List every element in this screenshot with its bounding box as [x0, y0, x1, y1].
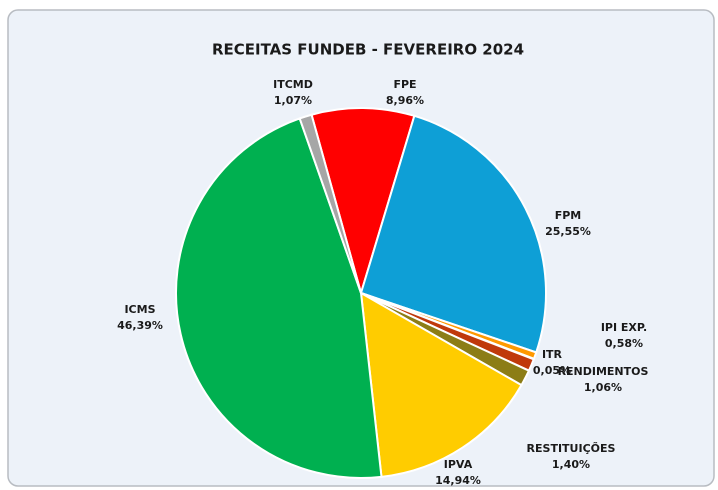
slice-label-name: FPE [393, 78, 416, 91]
slice-label-name: RESTITUIÇÕES [527, 442, 616, 455]
slice-label-value: 0,05% [533, 364, 571, 377]
slice-label-value: 1,07% [274, 94, 312, 107]
chart-title: RECEITAS FUNDEB - FEVEREIRO 2024 [212, 41, 524, 59]
pie-slice [310, 107, 416, 297]
slice-label-value: 1,40% [552, 458, 590, 471]
slice-label-name: IPI EXP. [601, 321, 647, 334]
slice-label-value: 0,58% [605, 337, 643, 350]
slice-label-name: FPM [555, 209, 582, 222]
slice-label-value: 25,55% [545, 225, 591, 238]
slice-label-value: 14,94% [435, 474, 481, 487]
slice-label-name: RENDIMENTOS [558, 365, 649, 378]
slice-label-name: ITR [542, 348, 563, 361]
slice-label-name: IPVA [444, 458, 473, 471]
pie-slice [175, 117, 383, 479]
slice-label-value: 1,06% [584, 381, 622, 394]
slice-label-value: 46,39% [117, 319, 163, 332]
pie-slice [359, 291, 523, 478]
slice-label-value: 8,96% [386, 94, 424, 107]
pie-slice [359, 114, 547, 354]
slice-label-name: ITCMD [273, 78, 313, 91]
slice-label-name: ICMS [124, 303, 155, 316]
pie-slice [298, 113, 362, 294]
